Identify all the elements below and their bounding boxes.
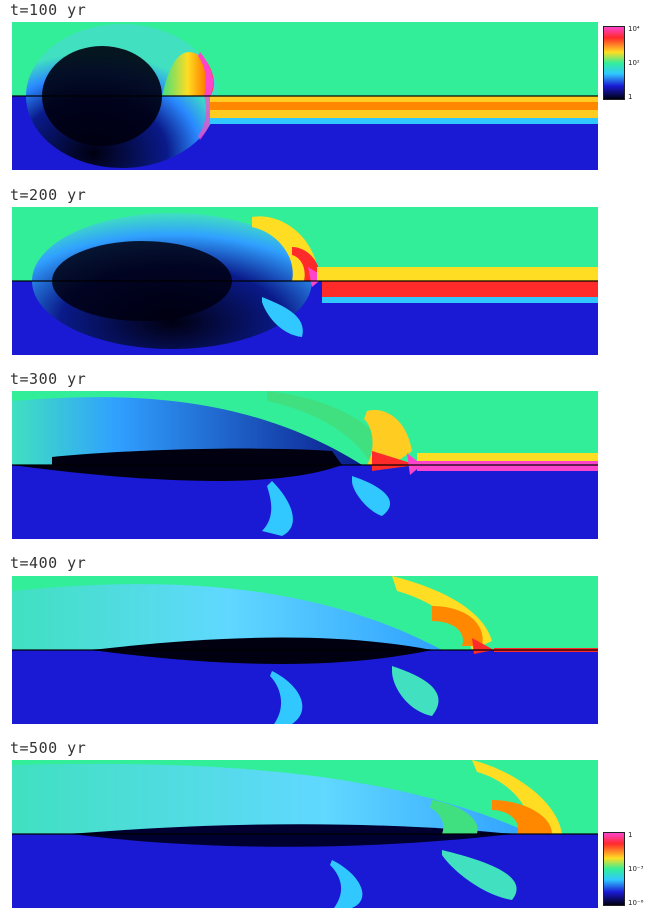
simulation-panel-t400 — [12, 576, 598, 724]
colorbar-top: 10⁴ 10² 1 — [603, 26, 645, 106]
colorbar-top-tick-low: 1 — [628, 93, 633, 101]
colorbar-top-gradient — [603, 26, 625, 100]
colorbar-top-tick-high: 10⁴ — [628, 25, 640, 33]
simulation-panel-t500 — [12, 760, 598, 908]
colorbar-bottom: 1 10⁻³ 10⁻⁶ — [603, 832, 645, 912]
panel-label-t500: t=500 yr — [10, 739, 87, 757]
panel-label-t300: t=300 yr — [10, 370, 87, 388]
simulation-panel-t200 — [12, 207, 598, 355]
colorbar-bottom-tick-low: 10⁻⁶ — [628, 899, 644, 907]
colorbar-bottom-tick-mid: 10⁻³ — [628, 865, 644, 873]
panel-label-t200: t=200 yr — [10, 186, 87, 204]
panel-label-t400: t=400 yr — [10, 554, 87, 572]
colorbar-top-tick-mid: 10² — [628, 59, 640, 67]
panel-label-t100: t=100 yr — [10, 1, 87, 19]
simulation-panel-t300 — [12, 391, 598, 539]
colorbar-bottom-gradient — [603, 832, 625, 906]
simulation-panel-t100 — [12, 22, 598, 170]
colorbar-bottom-tick-high: 1 — [628, 831, 633, 839]
